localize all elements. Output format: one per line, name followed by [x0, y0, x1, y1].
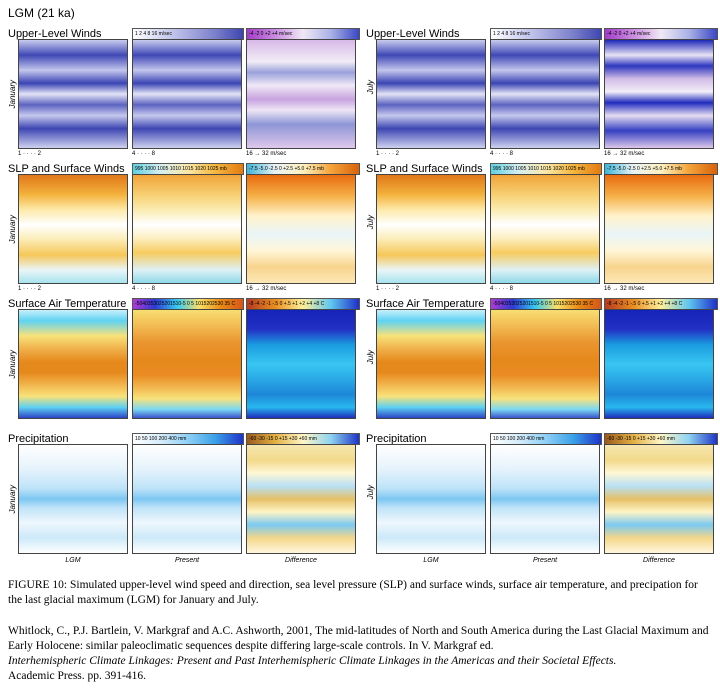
temp-title: Surface Air Temperature [366, 298, 485, 310]
wind-legend: 4 · · · · 8 [490, 286, 514, 292]
month-label: January [8, 215, 17, 244]
map-temp-present [132, 309, 242, 419]
map-winds-lgm [18, 39, 128, 149]
map-winds-difference [604, 39, 714, 149]
wind-legend: 16 → 32 m/sec [604, 286, 645, 292]
temp-title: Surface Air Temperature [8, 298, 127, 310]
precip-row: Precipitation 10 50 100 200 400 mm -60 -… [8, 433, 360, 568]
slp-row: SLP and Surface Winds 995 1000 1005 1010… [8, 163, 360, 298]
wind-legend: 1 · · · · 2 [376, 286, 400, 292]
slp-title: SLP and Surface Winds [366, 163, 483, 175]
citation-publisher: Academic Press. pp. 391-416. [8, 670, 146, 682]
column-label-difference: Difference [643, 557, 675, 564]
month-label: July [366, 485, 375, 500]
map-temp-lgm [376, 309, 486, 419]
temp-row: Surface Air Temperature -504035302520151… [366, 298, 718, 433]
map-winds-present [132, 39, 242, 149]
july-panel: Upper-Level Winds 1 2 4 8 16 m/sec -4 -2… [366, 28, 718, 568]
wind-legend: 4 · · · · 8 [132, 151, 156, 157]
map-precip-difference [246, 444, 356, 554]
slp-row: SLP and Surface Winds 995 1000 1005 1010… [366, 163, 718, 298]
map-precip-present [490, 444, 600, 554]
month-label: July [366, 215, 375, 230]
january-panel: Upper-Level Winds 1 2 4 8 16 m/sec -4 -2… [8, 28, 360, 568]
wind-legend: 1 · · · · 2 [376, 151, 400, 157]
wind-legend: 16 → 32 m/sec [604, 151, 645, 157]
map-precip-difference [604, 444, 714, 554]
map-winds-lgm [376, 39, 486, 149]
column-label-difference: Difference [285, 557, 317, 564]
winds-row: Upper-Level Winds 1 2 4 8 16 m/sec -4 -2… [366, 28, 718, 163]
map-precip-lgm [18, 444, 128, 554]
wind-legend: 16 → 32 m/sec [246, 151, 287, 157]
wind-legend: 1 · · · · 2 [18, 286, 42, 292]
month-label: January [8, 80, 17, 109]
winds-row: Upper-Level Winds 1 2 4 8 16 m/sec -4 -2… [8, 28, 360, 163]
map-winds-present [490, 39, 600, 149]
figure-caption: FIGURE 10: Simulated upper-level wind sp… [8, 579, 698, 606]
wind-legend: 16 → 32 m/sec [246, 286, 287, 292]
wind-legend: 4 · · · · 8 [490, 151, 514, 157]
map-slp-lgm [376, 174, 486, 284]
map-precip-lgm [376, 444, 486, 554]
wind-legend: 1 · · · · 2 [18, 151, 42, 157]
map-slp-present [490, 174, 600, 284]
map-winds-difference [246, 39, 356, 149]
map-slp-difference [246, 174, 356, 284]
citation-book-title: Interhemispheric Climate Linkages: Prese… [8, 655, 617, 667]
map-temp-present [490, 309, 600, 419]
map-temp-lgm [18, 309, 128, 419]
winds-title: Upper-Level Winds [366, 28, 460, 40]
column-label-present: Present [532, 557, 558, 564]
map-slp-difference [604, 174, 714, 284]
map-slp-present [132, 174, 242, 284]
map-temp-difference [246, 309, 356, 419]
month-label: July [366, 80, 375, 95]
column-label-lgm: LGM [65, 557, 81, 564]
month-label: January [8, 485, 17, 514]
winds-title: Upper-Level Winds [8, 28, 102, 40]
citation-authors: Whitlock, C., P.J. Bartlein, V. Markgraf… [8, 625, 709, 652]
column-label-present: Present [174, 557, 200, 564]
temp-row: Surface Air Temperature -504035302520151… [8, 298, 360, 433]
month-label: January [8, 350, 17, 379]
map-slp-lgm [18, 174, 128, 284]
column-label-lgm: LGM [423, 557, 439, 564]
citation: Whitlock, C., P.J. Bartlein, V. Markgraf… [8, 624, 712, 684]
month-label: July [366, 350, 375, 365]
precip-row: Precipitation 10 50 100 200 400 mm -60 -… [366, 433, 718, 568]
figure-title: LGM (21 ka) [8, 6, 75, 20]
map-temp-difference [604, 309, 714, 419]
precip-title: Precipitation [366, 433, 427, 445]
slp-title: SLP and Surface Winds [8, 163, 125, 175]
map-precip-present [132, 444, 242, 554]
wind-legend: 4 · · · · 8 [132, 286, 156, 292]
precip-title: Precipitation [8, 433, 69, 445]
